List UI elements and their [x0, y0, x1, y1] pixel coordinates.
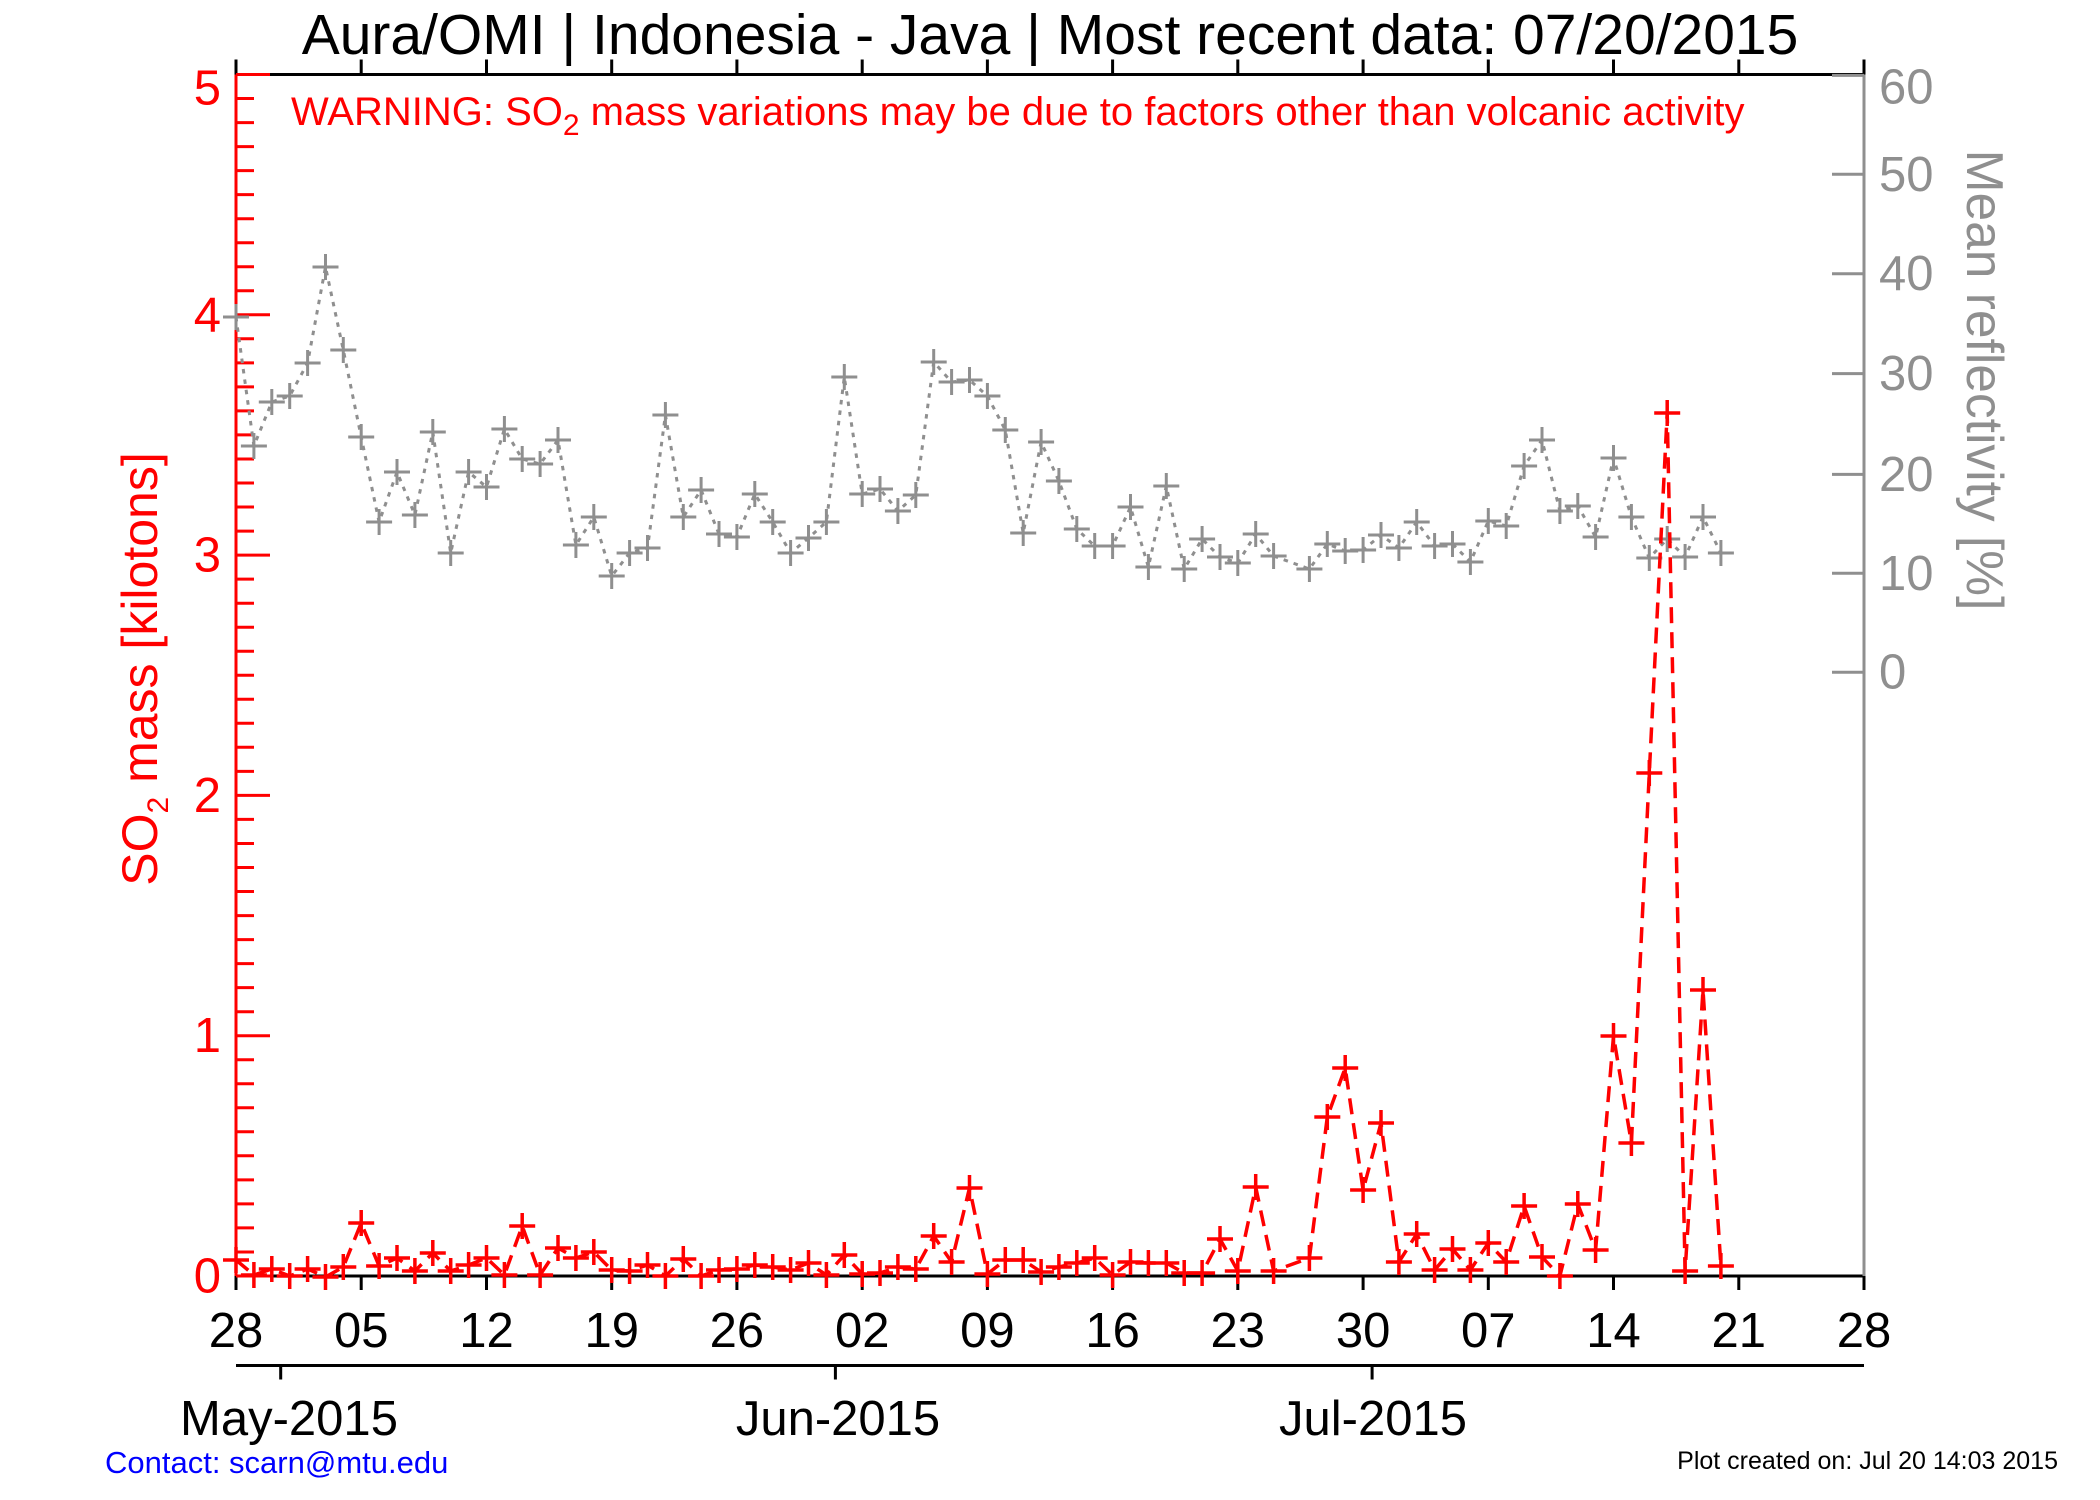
- svg-text:4: 4: [194, 288, 221, 342]
- svg-text:28: 28: [209, 1304, 264, 1358]
- svg-text:12: 12: [459, 1304, 514, 1358]
- svg-text:Contact: scarn@mtu.edu: Contact: scarn@mtu.edu: [105, 1445, 448, 1480]
- svg-text:Mean reflectivity [%]: Mean reflectivity [%]: [1956, 150, 2014, 611]
- svg-text:3: 3: [194, 529, 221, 583]
- svg-text:WARNING: SO2 mass variations m: WARNING: SO2 mass variations may be due …: [291, 90, 1745, 142]
- svg-text:Jun-2015: Jun-2015: [736, 1392, 940, 1446]
- svg-text:16: 16: [1085, 1304, 1140, 1358]
- svg-text:SO2 mass [kilotons]: SO2 mass [kilotons]: [112, 452, 175, 886]
- svg-text:Plot created on: Jul 20 14:03: Plot created on: Jul 20 14:03 2015: [1677, 1447, 2058, 1475]
- svg-text:Aura/OMI | Indonesia - Java |: Aura/OMI | Indonesia - Java | Most recen…: [302, 3, 1799, 67]
- svg-text:Jul-2015: Jul-2015: [1279, 1392, 1467, 1446]
- svg-text:07: 07: [1461, 1304, 1516, 1358]
- svg-text:05: 05: [334, 1304, 389, 1358]
- svg-text:20: 20: [1879, 448, 1934, 502]
- svg-text:2: 2: [194, 769, 221, 823]
- svg-text:40: 40: [1879, 247, 1934, 301]
- svg-text:10: 10: [1879, 547, 1934, 601]
- svg-text:14: 14: [1586, 1304, 1641, 1358]
- svg-text:28: 28: [1837, 1304, 1892, 1358]
- svg-text:50: 50: [1879, 148, 1934, 202]
- svg-text:30: 30: [1879, 347, 1934, 401]
- svg-text:26: 26: [710, 1304, 765, 1358]
- svg-text:0: 0: [194, 1250, 221, 1304]
- svg-text:May-2015: May-2015: [180, 1392, 398, 1446]
- svg-text:23: 23: [1211, 1304, 1266, 1358]
- svg-text:1: 1: [194, 1009, 221, 1063]
- svg-text:09: 09: [960, 1304, 1015, 1358]
- svg-text:0: 0: [1879, 646, 1906, 700]
- svg-text:02: 02: [835, 1304, 890, 1358]
- svg-text:19: 19: [584, 1304, 639, 1358]
- svg-text:21: 21: [1712, 1304, 1767, 1358]
- svg-text:5: 5: [194, 61, 221, 115]
- svg-text:60: 60: [1879, 61, 1934, 115]
- svg-text:30: 30: [1336, 1304, 1391, 1358]
